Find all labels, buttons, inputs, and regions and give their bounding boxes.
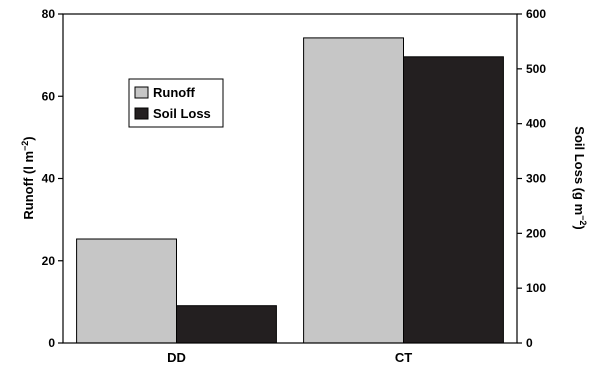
legend-swatch-soil-loss xyxy=(134,107,149,120)
bar-soil-loss-ct xyxy=(403,56,504,344)
left-axis-title: Runoff (l m−2) xyxy=(20,136,36,219)
right-tick-label: 0 xyxy=(526,336,533,350)
right-tick-label: 200 xyxy=(526,226,546,240)
bars-group xyxy=(76,37,504,344)
right-tick-label: 500 xyxy=(526,62,546,76)
left-tick-label: 60 xyxy=(42,89,56,103)
category-label-dd: DD xyxy=(167,350,186,365)
right-tick-label: 300 xyxy=(526,172,546,186)
left-tick-label: 20 xyxy=(42,254,56,268)
left-tick-label: 80 xyxy=(42,7,56,21)
right-tick-label: 600 xyxy=(526,7,546,21)
right-axis-title: Soil Loss (g m−2) xyxy=(572,126,588,229)
category-label-ct: CT xyxy=(395,350,412,365)
bar-runoff-dd xyxy=(76,238,177,344)
left-tick-label: 40 xyxy=(42,172,56,186)
right-axis-ticks: 0 100 200 300 400 500 600 xyxy=(517,7,546,350)
category-labels: DD CT xyxy=(167,350,412,365)
left-axis-ticks: 0 20 40 60 80 xyxy=(42,7,63,350)
legend-label-soil-loss: Soil Loss xyxy=(153,106,211,121)
legend-swatch-runoff xyxy=(134,86,149,99)
legend: Runoff Soil Loss xyxy=(128,78,224,128)
bar-runoff-ct xyxy=(303,37,405,344)
right-tick-label: 400 xyxy=(526,117,546,131)
legend-label-runoff: Runoff xyxy=(153,85,196,100)
right-tick-label: 100 xyxy=(526,281,546,295)
left-tick-label: 0 xyxy=(48,336,55,350)
bar-soil-loss-dd xyxy=(176,305,277,344)
